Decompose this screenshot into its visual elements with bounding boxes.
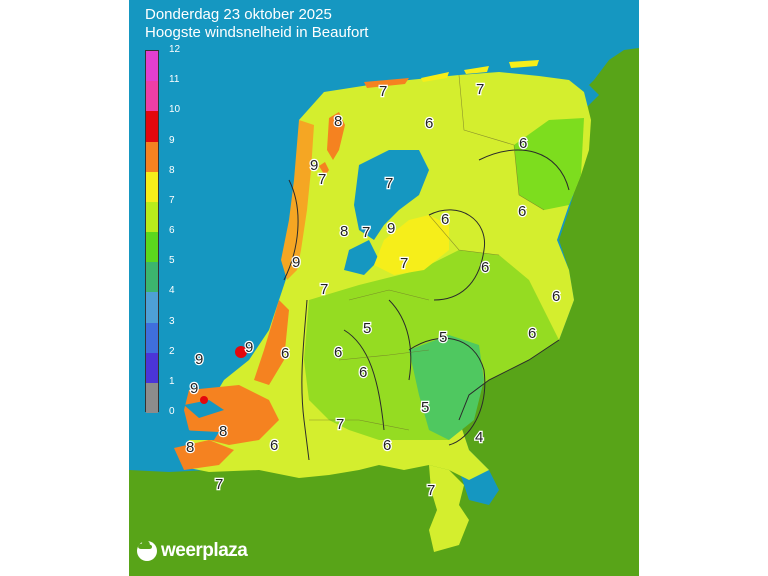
legend-tick: 10 [169, 104, 181, 116]
surrounding-land [129, 48, 639, 576]
map-label: 6 [519, 135, 527, 152]
legend-segment-3 [146, 292, 158, 323]
map-label: 7 [318, 171, 326, 188]
map-label: 9 [245, 339, 253, 356]
beaufort-legend [145, 50, 159, 414]
map-label: 8 [340, 223, 348, 240]
legend-segment-11 [146, 51, 158, 82]
map-label: 9 [190, 380, 198, 397]
map-label: 7 [215, 476, 223, 493]
map-label: 6 [270, 437, 278, 454]
ijsselmeer [354, 150, 429, 240]
legend-segment-9 [146, 111, 158, 142]
map-label: 6 [528, 325, 536, 342]
map-label: 6 [334, 344, 342, 361]
map-label: 7 [336, 416, 344, 433]
map-label: 7 [476, 81, 484, 98]
map-label: 6 [441, 211, 449, 228]
legend-segment-4 [146, 262, 158, 293]
map-label: 4 [475, 429, 483, 446]
map-label: 6 [552, 288, 560, 305]
map-label: 7 [427, 482, 435, 499]
cloud-icon [137, 540, 157, 561]
map-label: 8 [334, 113, 342, 130]
map-label: 6 [383, 437, 391, 454]
map-label: 9 [387, 220, 395, 237]
map-label: 6 [281, 345, 289, 362]
legend-segment-0 [146, 382, 158, 414]
map-label: 6 [425, 115, 433, 132]
map-canvas: 7 7 8 9 7 6 6 7 9 7 6 6 8 9 6 7 6 7 5 6 … [129, 48, 639, 576]
map-label: 8 [219, 423, 227, 440]
logo-text: weerplaza [161, 540, 248, 561]
legend-segment-6 [146, 201, 158, 233]
map-label: 7 [362, 224, 370, 241]
weerplaza-logo: weerplaza [137, 538, 248, 564]
map-label: 6 [518, 203, 526, 220]
map-label: 7 [400, 255, 408, 272]
legend-tick: 0 [169, 406, 175, 417]
legend-tick: 4 [169, 285, 175, 297]
map-subtitle: Hoogste windsnelheid in Beaufort [145, 24, 369, 41]
wadden-islands [327, 112, 345, 160]
map-title: Donderdag 23 oktober 2025 [145, 6, 332, 23]
map-label: 9 [195, 351, 203, 368]
map-label: 9 [292, 254, 300, 271]
legend-segment-2 [146, 322, 158, 354]
legend-segment-8 [146, 141, 158, 173]
map-label: 6 [359, 364, 367, 381]
legend-tick: 11 [169, 74, 180, 86]
legend-tick: 6 [169, 225, 175, 236]
map-label: 9 [310, 157, 318, 174]
map-label: 8 [186, 439, 194, 456]
legend-tick: 9 [169, 134, 175, 146]
legend-tick: 3 [169, 315, 175, 327]
map-label: 5 [439, 329, 447, 346]
map-label: 7 [379, 83, 387, 100]
wind-map: 7 7 8 9 7 6 6 7 9 7 6 6 8 9 6 7 6 7 5 6 … [129, 0, 639, 576]
legend-segment-5 [146, 232, 158, 263]
legend-segment-7 [146, 171, 158, 203]
legend-tick: 12 [169, 44, 181, 55]
legend-tick: 5 [169, 255, 175, 267]
map-label: 5 [363, 320, 371, 337]
legend-tick: 2 [169, 345, 175, 357]
legend-segment-10 [146, 81, 158, 112]
legend-tick: 7 [169, 194, 175, 206]
map-label: 6 [481, 259, 489, 276]
map-label: 7 [385, 175, 393, 192]
legend-tick: 8 [169, 164, 175, 176]
legend-tick: 1 [169, 375, 175, 387]
map-label: 5 [421, 399, 429, 416]
map-label: 7 [320, 281, 328, 298]
legend-segment-1 [146, 352, 158, 384]
